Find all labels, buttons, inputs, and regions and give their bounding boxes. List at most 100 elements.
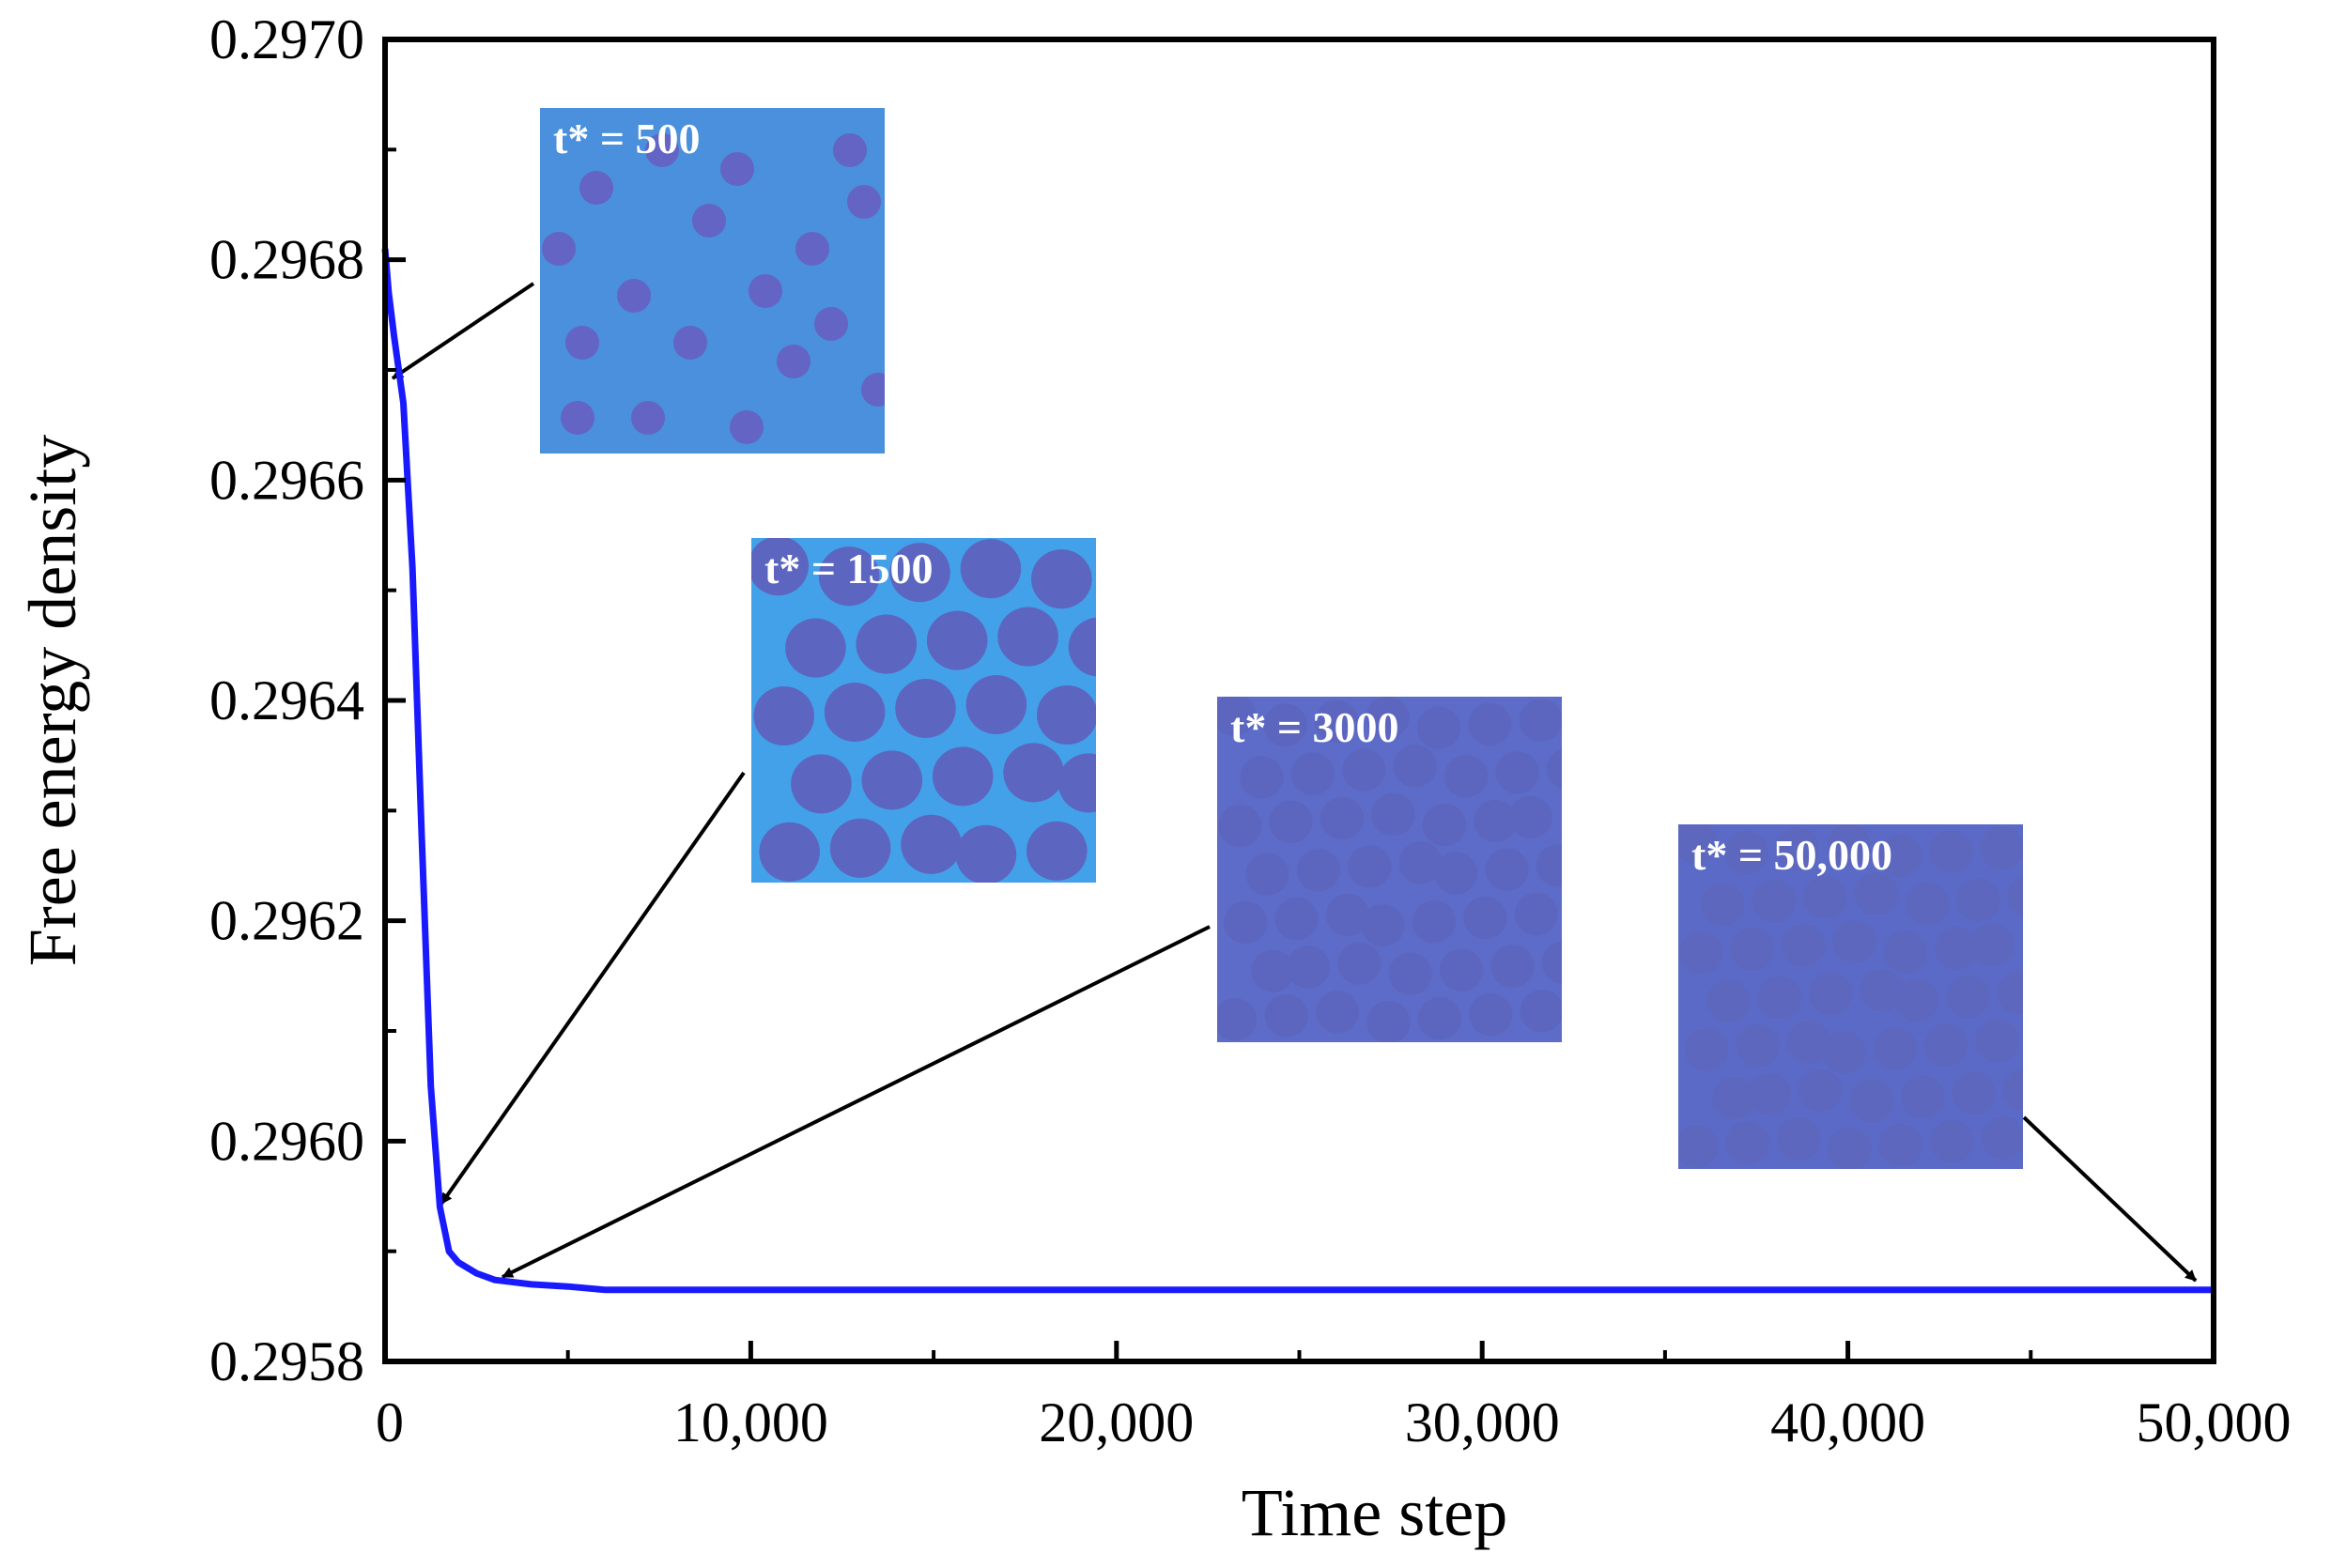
microstructure-grain [1263,703,1307,746]
microstructure-dot [861,373,885,407]
microstructure-grain [1997,971,2023,1015]
microstructure-grain [1440,948,1484,992]
microstructure-grain [1274,897,1319,941]
microstructure-grain [1854,872,1898,915]
x-tick-label: 50,000 [2137,1391,2292,1453]
microstructure-grain [829,818,891,878]
inset-panel: t* = 50,000 [1678,824,2023,1169]
series-layer [381,248,2214,1294]
microstructure-grain [1469,993,1513,1037]
microstructure-grain [1514,892,1558,936]
microstructure-grain [856,614,918,674]
microstructure-grain [1969,923,2014,966]
microstructure-grain [1924,1023,1968,1067]
microstructure-dot [673,326,707,360]
microstructure-grain [1398,841,1443,884]
microstructure-grain [2007,876,2023,917]
microstructure-dot [720,152,754,186]
y-tick-label: 0.2970 [209,8,364,70]
microstructure-grain [1736,1024,1780,1068]
microstructure-grain [1536,844,1562,887]
microstructure-grain [1803,876,1847,919]
microstructure-grain [1434,852,1478,895]
x-axis-title: Time step [1242,1475,1507,1550]
microstructure-grain [1777,1117,1821,1161]
microstructure-grain [1724,831,1768,874]
microstructure-grain [1342,748,1386,792]
microstructure-grain [1422,803,1466,847]
microstructure-dot [579,171,613,205]
inset-label: t* = 500 [553,115,701,162]
microstructure-grain [1787,1021,1831,1064]
microstructure-grain [1981,1116,2023,1160]
microstructure-grain [1546,748,1562,790]
microstructure-grain [1371,792,1415,837]
microstructure-grain [1895,978,1939,1022]
inset-background [540,108,885,453]
microstructure-grain [1218,804,1262,848]
microstructure-grain [1678,1125,1719,1168]
microstructure-grain [2002,1068,2023,1111]
microstructure-dot [565,326,599,360]
microstructure-grain [1901,1075,1945,1118]
inset-label: t* = 1500 [764,545,934,592]
microstructure-grain [1316,991,1360,1034]
y-axis-title: Free energy density [15,435,90,967]
microstructure-grain [997,607,1058,667]
microstructure-dot [692,204,726,238]
x-tick-label: 0 [376,1391,404,1453]
microstructure-grain [1906,883,1950,926]
microstructure-grain [1290,752,1335,795]
microstructure-dot [749,274,782,308]
microstructure-grain [1832,920,1876,963]
microstructure-grain [1269,800,1313,844]
microstructure-grain [1828,1128,1872,1169]
microstructure-grain [1003,743,1064,803]
microstructure-grain [1495,751,1539,794]
microstructure-grain [1251,949,1295,992]
microstructure-dot [730,410,764,444]
annotation-arrow [2022,1115,2198,1283]
microstructure-grain [1490,945,1535,988]
microstructure-grain [1827,824,1871,867]
microstructure-grain [861,750,923,810]
microstructure-grain [1057,753,1096,813]
microstructure-grain [1037,684,1096,746]
microstructure-dot [645,133,679,167]
inset-label: t* = 50,000 [1691,831,1892,879]
microstructure-grain [1217,998,1258,1041]
microstructure-grain [1224,900,1268,945]
microstructure-dot [777,345,810,378]
microstructure-grain [1929,830,1973,873]
microstructure-grain [1337,942,1382,985]
microstructure-grain [1326,893,1370,937]
microstructure-grain [818,546,880,607]
microstructure-grain [1388,952,1432,995]
microstructure-grain [1031,549,1092,609]
microstructure-grain [965,674,1027,735]
microstructure-grain [759,822,820,882]
microstructure-grain [1878,1124,1922,1167]
microstructure-grain [932,746,994,807]
microstructure-grain [1877,834,1922,877]
microstructure-grain [1752,880,1796,923]
microstructure-grain [1541,941,1562,984]
microstructure-dot [795,232,829,266]
inset-panel: t* = 3000 [1217,697,1562,1042]
y-tick-label: 0.2962 [209,890,364,952]
microstructure-grain [751,538,809,596]
microstructure-grain [955,824,1017,883]
annotation-arrow [391,282,535,380]
microstructure-grain [895,678,956,739]
x-tick-label: 40,000 [1770,1391,1925,1453]
microstructure-grain [889,543,950,603]
microstructure-grain [1706,979,1751,1023]
microstructure-grain [1296,849,1340,892]
ticks-layer [382,37,2216,1364]
microstructure-grain [1245,853,1289,896]
inset-panel: t* = 1500 [751,538,1096,883]
microstructure-grain [1809,972,1853,1016]
microstructure-grain [1393,745,1437,788]
microstructure-grain [1930,1120,1974,1163]
